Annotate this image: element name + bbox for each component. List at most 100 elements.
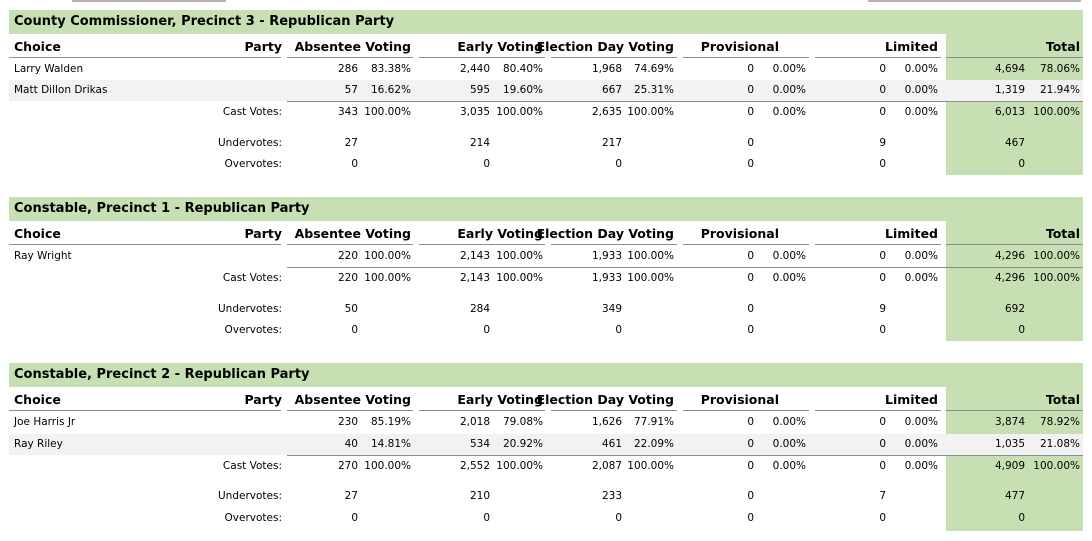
undervotes-row: Undervotes: 27 214 217 0 9 467 <box>9 133 1083 154</box>
early-votes: 2,143 <box>459 250 490 262</box>
undervotes-label: Undervotes: <box>217 490 282 502</box>
election-day-overvotes: 0 <box>615 158 622 170</box>
limited-overvotes: 0 <box>879 324 886 336</box>
absentee-votes: 40 <box>344 438 358 450</box>
election-day-votes: 1,626 <box>591 416 622 428</box>
header-underline <box>815 410 941 411</box>
limited-votes: 0 <box>879 250 886 262</box>
early-overvotes: 0 <box>483 158 490 170</box>
election-day-percent: 77.91% <box>633 416 674 428</box>
total-votes: 1,319 <box>994 84 1025 96</box>
total-header: Total <box>1045 226 1080 241</box>
provisional-percent: 0.00% <box>772 416 806 428</box>
early-votes: 595 <box>469 84 490 96</box>
provisional-votes: 0 <box>747 84 754 96</box>
provisional-header: Provisional <box>700 226 779 241</box>
absentee-percent: 100.00% <box>364 460 411 472</box>
provisional-votes: 0 <box>747 272 754 284</box>
total-percent: 21.08% <box>1039 438 1080 450</box>
header-underline <box>9 57 281 58</box>
total-header: Total <box>1045 392 1080 407</box>
election-day-percent: 100.00% <box>627 250 674 262</box>
early-percent: 19.60% <box>502 84 543 96</box>
header-underline <box>815 244 941 245</box>
early-undervotes: 214 <box>469 137 490 149</box>
total-undervotes: 692 <box>1004 303 1025 315</box>
limited-votes: 0 <box>879 438 886 450</box>
election-day-percent: 100.00% <box>627 106 674 118</box>
election-day-votes: 2,087 <box>591 460 622 472</box>
limited-votes: 0 <box>879 416 886 428</box>
limited-overvotes: 0 <box>879 158 886 170</box>
absentee-header: Absentee Voting <box>294 392 411 407</box>
early-votes: 2,143 <box>459 272 490 284</box>
top-divider-right <box>868 0 1081 2</box>
provisional-overvotes: 0 <box>747 324 754 336</box>
early-percent: 100.00% <box>496 106 543 118</box>
contest-title: Constable, Precinct 2 - Republican Party <box>9 363 1083 387</box>
limited-header: Limited <box>885 392 938 407</box>
election-day-overvotes: 0 <box>615 324 622 336</box>
candidate-row: Ray Riley 40 14.81% 534 20.92% 461 22.09… <box>9 434 1083 455</box>
limited-undervotes: 9 <box>879 137 886 149</box>
undervotes-row: Undervotes: 50 284 349 0 9 692 <box>9 299 1083 320</box>
overvotes-label: Overvotes: <box>224 158 282 170</box>
total-percent: 100.00% <box>1033 106 1080 118</box>
absentee-votes: 230 <box>337 416 358 428</box>
contest-section: County Commissioner, Precinct 3 - Republ… <box>9 10 1083 175</box>
cast-divider <box>287 455 1083 456</box>
total-column-background <box>946 221 1083 341</box>
election-day-percent: 100.00% <box>627 460 674 472</box>
limited-votes: 0 <box>879 272 886 284</box>
total-percent: 21.94% <box>1039 84 1080 96</box>
party-header: Party <box>244 226 282 241</box>
column-header-row: Choice Party Absentee Voting Early Votin… <box>9 389 1083 411</box>
limited-votes: 0 <box>879 63 886 75</box>
provisional-percent: 0.00% <box>772 106 806 118</box>
contest-section: Constable, Precinct 1 - Republican Party… <box>9 197 1083 341</box>
absentee-votes: 220 <box>337 272 358 284</box>
total-votes: 4,296 <box>994 272 1025 284</box>
limited-percent: 0.00% <box>904 438 938 450</box>
absentee-header: Absentee Voting <box>294 39 411 54</box>
limited-percent: 0.00% <box>904 63 938 75</box>
absentee-votes: 220 <box>337 250 358 262</box>
provisional-overvotes: 0 <box>747 158 754 170</box>
header-underline <box>287 410 413 411</box>
cast-divider <box>287 267 1083 268</box>
header-underline <box>419 410 545 411</box>
election-day-undervotes: 233 <box>601 490 622 502</box>
total-votes: 4,909 <box>994 460 1025 472</box>
total-overvotes: 0 <box>1018 324 1025 336</box>
header-underline <box>551 410 677 411</box>
election-day-votes: 1,933 <box>591 272 622 284</box>
header-underline <box>683 410 809 411</box>
choice-header: Choice <box>14 39 61 54</box>
absentee-percent: 16.62% <box>370 84 411 96</box>
early-header: Early Voting <box>457 39 543 54</box>
provisional-votes: 0 <box>747 106 754 118</box>
election-day-percent: 74.69% <box>633 63 674 75</box>
cast-divider <box>287 101 1083 102</box>
header-underline <box>419 244 545 245</box>
header-underline <box>551 244 677 245</box>
total-header: Total <box>1045 39 1080 54</box>
election-day-votes: 461 <box>601 438 622 450</box>
overvotes-label: Overvotes: <box>224 324 282 336</box>
total-votes: 6,013 <box>994 106 1025 118</box>
limited-votes: 0 <box>879 84 886 96</box>
absentee-undervotes: 27 <box>344 137 358 149</box>
limited-percent: 0.00% <box>904 106 938 118</box>
cast-votes-row: Cast Votes: 220 100.00% 2,143 100.00% 1,… <box>9 268 1083 289</box>
early-votes: 2,440 <box>459 63 490 75</box>
total-undervotes: 477 <box>1004 490 1025 502</box>
contest-title: County Commissioner, Precinct 3 - Republ… <box>9 10 1083 34</box>
undervotes-label: Undervotes: <box>217 137 282 149</box>
provisional-percent: 0.00% <box>772 438 806 450</box>
election-day-overvotes: 0 <box>615 512 622 524</box>
provisional-percent: 0.00% <box>772 84 806 96</box>
total-undervotes: 467 <box>1004 137 1025 149</box>
total-percent: 100.00% <box>1033 272 1080 284</box>
header-underline <box>551 57 677 58</box>
provisional-votes: 0 <box>747 250 754 262</box>
